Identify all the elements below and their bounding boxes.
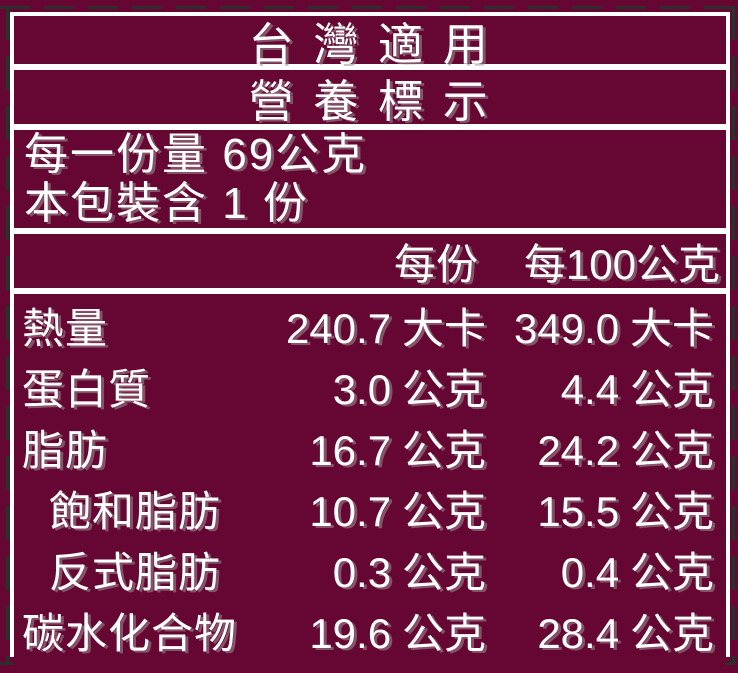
- per-100g-cell: 15.5 公克: [486, 478, 714, 539]
- per-serving-cell: 16.7 公克: [281, 417, 486, 478]
- table-row: 脂肪 16.7 公克 24.2 公克: [14, 417, 726, 478]
- table-row: 飽和脂肪 10.7 公克 15.5 公克: [14, 478, 726, 539]
- per-100g-cell: 24.3 公克: [486, 661, 714, 673]
- per-serving-cell: 0.3 公克: [281, 539, 486, 600]
- per-serving-column-header: 每份: [393, 240, 478, 288]
- per-serving-value: 16.7: [309, 427, 392, 474]
- table-row: 熱量 240.7 大卡 349.0 大卡: [14, 295, 726, 356]
- per-100g-unit: 公克: [629, 610, 714, 657]
- per-serving-value: 16.8: [309, 671, 391, 673]
- per-100g-unit: 公克: [629, 366, 714, 413]
- per-serving-unit: 公克: [401, 610, 486, 657]
- nutrient-name: 碳水化合物: [22, 610, 238, 657]
- per-100g-value: 28.4: [537, 610, 620, 657]
- table-row: 碳水化合物 19.6 公克 28.4 公克: [14, 600, 726, 661]
- label-frame: 台 灣 適 用 營 養 標 示 每一份量 69公克 本包裝含 1 份 每份 每1…: [10, 12, 730, 673]
- per-serving-cell: 16.8 公克: [281, 661, 486, 673]
- nutrient-name: 反式脂肪: [49, 549, 222, 596]
- nutrient-name: 熱量: [22, 305, 109, 352]
- per-100g-cell: 28.4 公克: [486, 600, 714, 661]
- nutrition-facts-title: 營 養 標 示: [14, 70, 726, 127]
- nutrient-name: 飽和脂肪: [49, 488, 222, 535]
- serving-size-line: 每一份量 69公克: [24, 130, 368, 179]
- per-100g-unit: 大卡: [629, 305, 714, 352]
- serving-info: 每一份量 69公克 本包裝含 1 份: [14, 130, 726, 228]
- per-100g-unit: 公克: [629, 488, 714, 535]
- per-serving-cell: 19.6 公克: [281, 600, 486, 661]
- region-title: 台 灣 適 用: [14, 16, 726, 70]
- per-100g-unit: 公克: [629, 427, 714, 474]
- per-serving-value: 19.6: [309, 610, 392, 657]
- per-100g-cell: 0.4 公克: [486, 539, 714, 600]
- per-100g-cell: 24.2 公克: [486, 417, 714, 478]
- per-serving-value: 0.3: [332, 549, 392, 596]
- cutline-right: [732, 6, 735, 665]
- per-serving-unit: 公克: [401, 549, 486, 596]
- per-serving-unit: 公克: [401, 427, 486, 474]
- table-row: 糖 16.8 公克 24.3 公克: [14, 661, 726, 673]
- servings-per-package-line: 本包裝含 1 份: [24, 179, 309, 228]
- per-serving-unit: 公克: [402, 671, 486, 673]
- per-serving-cell: 3.0 公克: [281, 356, 486, 417]
- cutline-left: [6, 6, 9, 665]
- per-100g-cell: 349.0 大卡: [486, 295, 714, 356]
- per-100g-value: 349.0: [513, 305, 620, 352]
- per-100g-value: 24.2: [537, 427, 620, 474]
- per-serving-value: 3.0: [332, 366, 392, 413]
- nutrient-name: 蛋白質: [22, 366, 152, 413]
- per-100g-unit: 公克: [630, 671, 714, 673]
- per-100g-value: 0.4: [560, 549, 620, 596]
- per-100g-unit: 公克: [629, 549, 714, 596]
- per-serving-unit: 大卡: [401, 305, 486, 352]
- per-serving-cell: 10.7 公克: [281, 478, 486, 539]
- cutline-top: [0, 6, 738, 9]
- table-row: 蛋白質 3.0 公克 4.4 公克: [14, 356, 726, 417]
- per-serving-value: 10.7: [309, 488, 392, 535]
- per-100g-value: 15.5: [537, 488, 620, 535]
- nutrient-table: 熱量 240.7 大卡 349.0 大卡 蛋白質 3.0 公克 4.4 公克: [14, 294, 726, 673]
- nutrient-name: 糖: [22, 661, 281, 673]
- per-100g-cell: 4.4 公克: [486, 356, 714, 417]
- table-row: 反式脂肪 0.3 公克 0.4 公克: [14, 539, 726, 600]
- per-100g-value: 24.3: [537, 671, 619, 673]
- per-serving-cell: 240.7 大卡: [281, 295, 486, 356]
- per-serving-unit: 公克: [401, 488, 486, 535]
- per-100g-value: 4.4: [560, 366, 620, 413]
- column-header-row: 每份 每100公克: [14, 234, 726, 288]
- per-100g-column-header: 每100公克: [523, 240, 720, 288]
- per-serving-value: 240.7: [285, 305, 392, 352]
- nutrient-name: 脂肪: [22, 427, 109, 474]
- per-serving-unit: 公克: [401, 366, 486, 413]
